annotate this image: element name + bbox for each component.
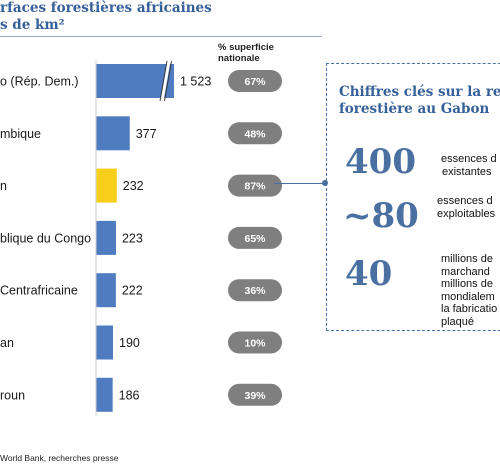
gabon-connector-line — [274, 183, 326, 184]
chart-subtitle: s de km² — [0, 17, 65, 33]
fact-desc-line: exploitables — [437, 207, 496, 220]
national-share-pill — [228, 383, 282, 406]
bar — [96, 116, 130, 151]
category-label: mbique — [0, 127, 41, 141]
value-label: 223 — [122, 231, 143, 245]
fact-desc-species-total: essences d existantes — [441, 153, 497, 178]
fact-number-millions: 40 — [345, 254, 393, 294]
forest-area-bar-chart: o (Rép. Dem.) 1 523 67% mbique 377 48% n 232 87%… — [0, 60, 282, 416]
bar — [96, 64, 174, 98]
bar — [96, 325, 114, 360]
national-share-label: 87% — [244, 181, 266, 193]
fact-desc-line: existantes — [442, 165, 492, 178]
bar — [96, 273, 116, 308]
bar — [96, 168, 117, 203]
value-label: 222 — [122, 284, 143, 298]
fact-desc-millions: millions de marchand millions de mondial… — [441, 253, 497, 328]
value-label: 190 — [119, 336, 140, 350]
national-share-label: 36% — [244, 285, 266, 297]
fact-desc-line: mondialem — [441, 290, 495, 303]
axis-break-mark — [159, 60, 168, 102]
key-figures-title-line1: Chiffres clés sur la res — [339, 84, 500, 100]
fact-desc-line: millions de — [441, 253, 493, 265]
fact-desc-line: millions de — [441, 278, 493, 290]
axis-break-gap — [160, 60, 171, 102]
fact-number-species-total: 400 — [345, 142, 416, 182]
national-share-pill — [228, 70, 282, 92]
fact-desc-line: marchand — [441, 265, 490, 278]
fact-number-species-exploitable: ~80 — [343, 196, 419, 236]
value-label: 1 523 — [180, 75, 211, 89]
fact-desc-line: essences d — [441, 153, 497, 165]
category-label: o (Rép. Dem.) — [0, 75, 79, 89]
category-label: Centrafricaine — [0, 284, 78, 298]
gabon-connector-dot — [322, 180, 328, 186]
value-label: 377 — [136, 127, 157, 141]
national-share-pill — [228, 174, 282, 197]
category-label: n — [0, 179, 7, 193]
fact-desc-line: plaqué — [441, 315, 475, 328]
national-share-pill — [228, 226, 282, 249]
national-share-label: 67% — [244, 76, 266, 88]
fact-desc-line: essences d — [437, 195, 493, 207]
category-label: blique du Congo — [0, 231, 91, 245]
national-share-pill — [228, 122, 282, 145]
national-share-label: 10% — [244, 338, 266, 350]
value-label: 186 — [119, 388, 140, 402]
bar — [96, 220, 116, 255]
header-rule — [0, 36, 322, 37]
source-note: World Bank, recherches presse — [0, 453, 119, 463]
axis-break-mark — [164, 60, 172, 102]
value-label: 232 — [123, 179, 144, 193]
fact-desc-species-exploitable: essences d exploitables — [437, 195, 495, 220]
key-figures-title: Chiffres clés sur la res forestière au G… — [339, 84, 500, 118]
national-share-heading: % superficie nationale — [218, 42, 274, 64]
category-label: roun — [0, 388, 25, 402]
national-share-label: 65% — [244, 233, 266, 245]
chart-title: rfaces forestières africaines — [0, 0, 212, 16]
national-share-label: 48% — [244, 128, 266, 140]
category-label: an — [0, 336, 14, 350]
national-share-pill — [228, 279, 282, 302]
national-share-label: 39% — [244, 390, 266, 402]
key-figures-title-line2: forestière au Gabon — [339, 101, 490, 117]
national-share-pill — [228, 331, 282, 354]
key-figures-box: Chiffres clés sur la res forestière au G… — [326, 63, 500, 331]
bar — [96, 377, 113, 412]
fact-desc-line: la fabricatio — [441, 303, 498, 315]
